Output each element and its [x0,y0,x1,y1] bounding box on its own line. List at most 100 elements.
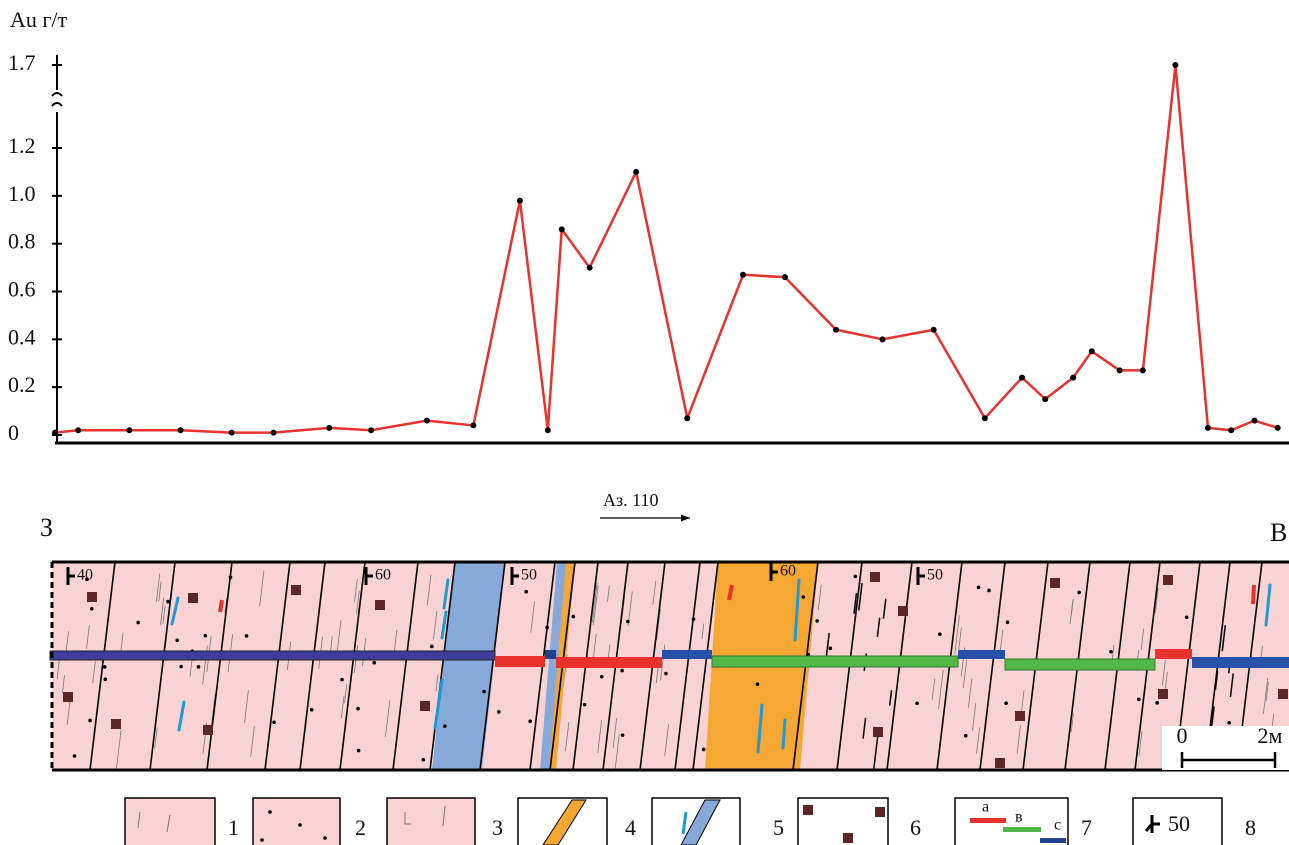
foliation-mark [224,597,228,614]
symbols: 40 60 50 60 50 [63,563,1288,768]
dot [1005,620,1010,625]
foliation-mark [426,574,432,606]
dot [755,682,760,687]
inclusion [1158,689,1168,699]
foliation-mark [259,570,265,607]
foliation-mark [160,597,165,625]
dot [545,625,549,630]
dot [938,632,942,636]
foliation-mark [1138,731,1143,756]
data-point [1274,424,1281,431]
dot [443,724,447,728]
dot [691,617,696,621]
data-point [981,415,988,422]
legend-mark [137,811,141,829]
foliation-mark [340,695,345,719]
dot [828,646,833,651]
dot [963,733,968,738]
dot [482,689,486,694]
data-point [833,326,840,333]
vein-mark [1264,583,1272,627]
dip-label: 40 [77,567,93,584]
y-tick-label: 0 [8,420,19,445]
data-point [740,271,747,278]
axis-break [51,92,63,107]
dot [356,748,361,753]
dip-symbol [916,567,925,585]
dot [340,677,344,682]
data-point [1042,396,1049,403]
inclusion [898,606,908,616]
foliation-mark [86,624,90,650]
foliation-mark [593,585,599,626]
legend-sub: в [1015,809,1023,826]
fault [339,561,366,771]
legend-mark [260,838,264,842]
legend-mark [404,805,446,827]
legend-mark [875,807,885,817]
foliation-mark [1229,673,1234,697]
vein-mark [433,678,444,730]
foliation-mark [972,702,977,731]
vein-mark [440,610,448,640]
foliation-mark [1069,600,1074,624]
dot [356,706,360,711]
foliation-mark [862,717,867,739]
data-point [1228,427,1235,434]
dip-label: 60 [780,563,796,580]
dip-symbol [364,567,373,585]
foliation-mark [244,690,249,723]
interval-c [545,650,556,659]
foliation-mark [967,678,973,708]
interval-c [958,650,1005,659]
legend-mark [1040,838,1066,843]
scale-label: 2м [1258,723,1283,748]
dot [496,710,501,714]
foliation-mark [614,734,620,772]
y-tick-label: 0.8 [8,229,36,254]
data-point [1116,367,1123,374]
dot [701,747,706,752]
data-point [879,336,886,343]
legend-label: 5 [773,815,784,840]
legend-mark [1003,827,1041,832]
dot [72,754,77,758]
dot [196,665,201,669]
foliation-mark [158,581,162,602]
foliation-mark [1265,681,1269,701]
foliation-mark [655,665,659,684]
inclusion [873,727,883,737]
dot [309,707,314,712]
data-point [52,429,58,436]
dot [136,620,140,625]
legend-mark [166,814,171,833]
foliation-mark [607,585,610,602]
foliation-mark [931,678,936,701]
dot [1077,590,1081,595]
foliation-mark [656,609,661,640]
legend-label: 7 [1081,815,1092,840]
dot [915,701,919,706]
legend-swatch [124,797,216,845]
legend-label: 6 [910,815,921,840]
dot [372,660,377,665]
data-point [633,168,640,175]
foliation-mark [344,684,348,704]
dot [801,595,805,599]
y-axis-title: Au г/т [10,7,68,32]
dot [528,719,532,724]
interval-a [556,657,662,668]
foliation-mark [1140,628,1145,650]
foliation-mark [858,582,863,611]
inclusion [870,572,880,582]
data-point [75,427,82,434]
dot [1155,701,1159,705]
fault [149,561,176,771]
fault [392,561,419,771]
fault [429,561,456,771]
dot [272,720,276,725]
data-point [270,429,277,436]
dot [179,664,183,669]
foliation-mark [888,690,893,706]
